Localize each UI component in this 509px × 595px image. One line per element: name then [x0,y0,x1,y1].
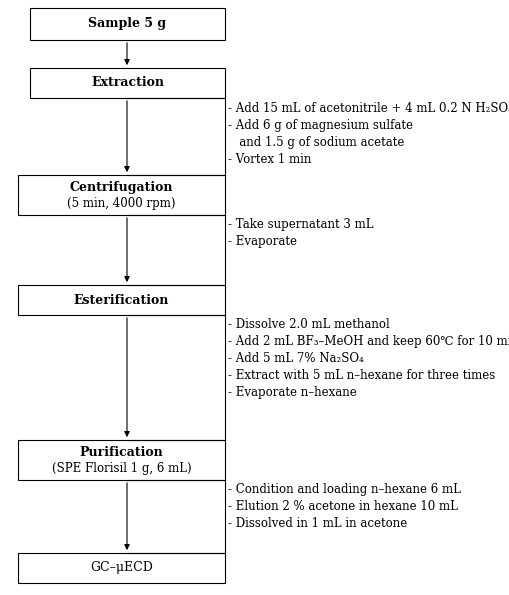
Text: - Evaporate: - Evaporate [228,235,297,248]
Bar [18,175,225,215]
Text: and 1.5 g of sodium acetate: and 1.5 g of sodium acetate [228,136,404,149]
Bar [30,8,225,40]
Text: - Add 2 mL BF₃–MeOH and keep 60℃ for 10 min: - Add 2 mL BF₃–MeOH and keep 60℃ for 10 … [228,335,509,348]
Text: Extraction: Extraction [91,77,164,89]
Text: Centrifugation: Centrifugation [70,181,173,195]
Text: Sample 5 g: Sample 5 g [89,17,166,30]
Bar [18,285,225,315]
Text: - Vortex 1 min: - Vortex 1 min [228,153,312,166]
Text: - Add 6 g of magnesium sulfate: - Add 6 g of magnesium sulfate [228,119,413,132]
Text: - Evaporate n–hexane: - Evaporate n–hexane [228,386,357,399]
Text: (SPE Florisil 1 g, 6 mL): (SPE Florisil 1 g, 6 mL) [52,462,191,475]
Text: - Add 5 mL 7% Na₂SO₄: - Add 5 mL 7% Na₂SO₄ [228,352,364,365]
Text: - Extract with 5 mL n–hexane for three times: - Extract with 5 mL n–hexane for three t… [228,369,495,382]
Text: - Add 15 mL of acetonitrile + 4 mL 0.2 N H₂SO₄ for 1 min: - Add 15 mL of acetonitrile + 4 mL 0.2 N… [228,102,509,115]
Text: - Take supernatant 3 mL: - Take supernatant 3 mL [228,218,374,231]
Text: - Dissolve 2.0 mL methanol: - Dissolve 2.0 mL methanol [228,318,390,331]
Bar [18,553,225,583]
Text: (5 min, 4000 rpm): (5 min, 4000 rpm) [67,198,176,210]
Text: - Condition and loading n–hexane 6 mL: - Condition and loading n–hexane 6 mL [228,483,461,496]
Text: - Dissolved in 1 mL in acetone: - Dissolved in 1 mL in acetone [228,517,407,530]
Text: Purification: Purification [79,446,163,459]
Text: - Elution 2 % acetone in hexane 10 mL: - Elution 2 % acetone in hexane 10 mL [228,500,458,513]
Bar [30,68,225,98]
Bar [18,440,225,480]
Text: Esterification: Esterification [74,293,169,306]
Text: GC–μECD: GC–μECD [90,562,153,575]
